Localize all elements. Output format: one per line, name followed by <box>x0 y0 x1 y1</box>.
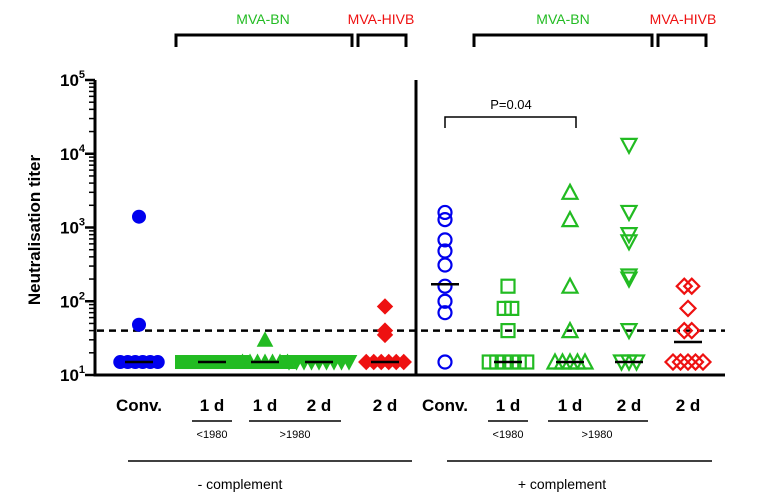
x-tick-label: 1 d <box>496 396 521 415</box>
data-point <box>693 352 713 372</box>
y-tick-label: 104 <box>60 143 86 164</box>
data-point <box>619 234 639 252</box>
data-point <box>500 322 516 339</box>
x-tick-label: 1 d <box>558 396 583 415</box>
data-point <box>675 277 694 296</box>
x-tick-label: Conv. <box>422 396 468 415</box>
p-value-label: P=0.04 <box>490 97 532 112</box>
data-point <box>500 278 516 294</box>
group-label-plus: + complement <box>518 476 606 492</box>
data-point <box>132 209 146 224</box>
vaccine-label-mva-hivb-left: MVA-HIVB <box>348 11 415 27</box>
x-tick-label: 1 d <box>200 396 225 415</box>
data-point <box>437 211 453 228</box>
x-tick-label: 2 d <box>676 396 701 415</box>
vaccine-label-mva-bn-left: MVA-BN <box>236 11 289 27</box>
data-point <box>437 305 453 321</box>
y-tick-label: 102 <box>60 290 85 311</box>
y-tick-label: 105 <box>60 69 85 90</box>
group-label-minus: - complement <box>198 476 283 492</box>
bracket-mva-bn-right <box>472 33 654 47</box>
data-point <box>678 299 698 318</box>
data-point <box>619 322 639 341</box>
data-point <box>395 353 412 371</box>
vaccine-label-mva-bn-right: MVA-BN <box>536 11 589 27</box>
data-point <box>132 317 146 332</box>
data-point <box>340 355 358 371</box>
data-point <box>376 326 394 344</box>
data-point <box>437 257 453 273</box>
sub-label-before-1980-left: <1980 <box>197 429 228 441</box>
y-tick-label: 101 <box>60 364 85 385</box>
x-tick-label: 2 d <box>373 396 398 415</box>
data-point <box>619 204 639 223</box>
y-tick-label: 103 <box>60 217 85 238</box>
data-point <box>437 354 453 370</box>
data-point <box>437 204 453 221</box>
data-point <box>686 352 705 372</box>
y-axis-title: Neutralisation titer <box>25 155 44 306</box>
data-point <box>663 352 683 372</box>
data-point <box>256 331 274 347</box>
x-tick-label: 2 d <box>617 396 642 415</box>
data-point <box>671 352 690 372</box>
data-point <box>560 320 580 339</box>
data-point <box>560 182 580 200</box>
bracket-mva-bn-left <box>174 33 354 47</box>
data-point <box>675 321 694 340</box>
bracket-mva-hivb-right <box>656 33 708 47</box>
sub-label-after-1980-left: >1980 <box>280 429 311 441</box>
x-tick-label: 1 d <box>253 396 278 415</box>
data-point <box>619 137 639 156</box>
bracket-mva-hivb-left <box>356 33 408 47</box>
data-point <box>682 321 701 340</box>
data-point <box>682 277 701 296</box>
data-point <box>437 232 453 248</box>
data-point <box>619 268 639 286</box>
data-point <box>560 209 580 228</box>
sub-label-after-1980-right: >1980 <box>582 429 613 441</box>
vaccine-brackets <box>174 33 708 47</box>
data-point <box>619 271 639 289</box>
x-tick-label: Conv. <box>116 396 162 415</box>
data-point <box>678 352 698 372</box>
data-point <box>437 278 453 294</box>
data-point <box>150 355 165 370</box>
data-point <box>560 276 580 294</box>
data-point <box>504 300 520 316</box>
sub-label-before-1980-right: <1980 <box>493 429 524 441</box>
data-point <box>437 293 453 309</box>
vaccine-label-mva-hivb-right: MVA-HIVB <box>650 11 717 27</box>
data-point <box>376 298 394 315</box>
x-tick-label: 2 d <box>307 396 332 415</box>
p-value-bracket <box>444 116 577 128</box>
